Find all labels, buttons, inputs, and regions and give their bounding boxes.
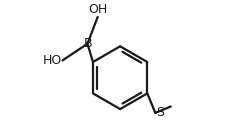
Text: B: B xyxy=(83,37,92,50)
Text: S: S xyxy=(155,106,163,119)
Text: HO: HO xyxy=(42,54,62,67)
Text: OH: OH xyxy=(88,3,107,16)
